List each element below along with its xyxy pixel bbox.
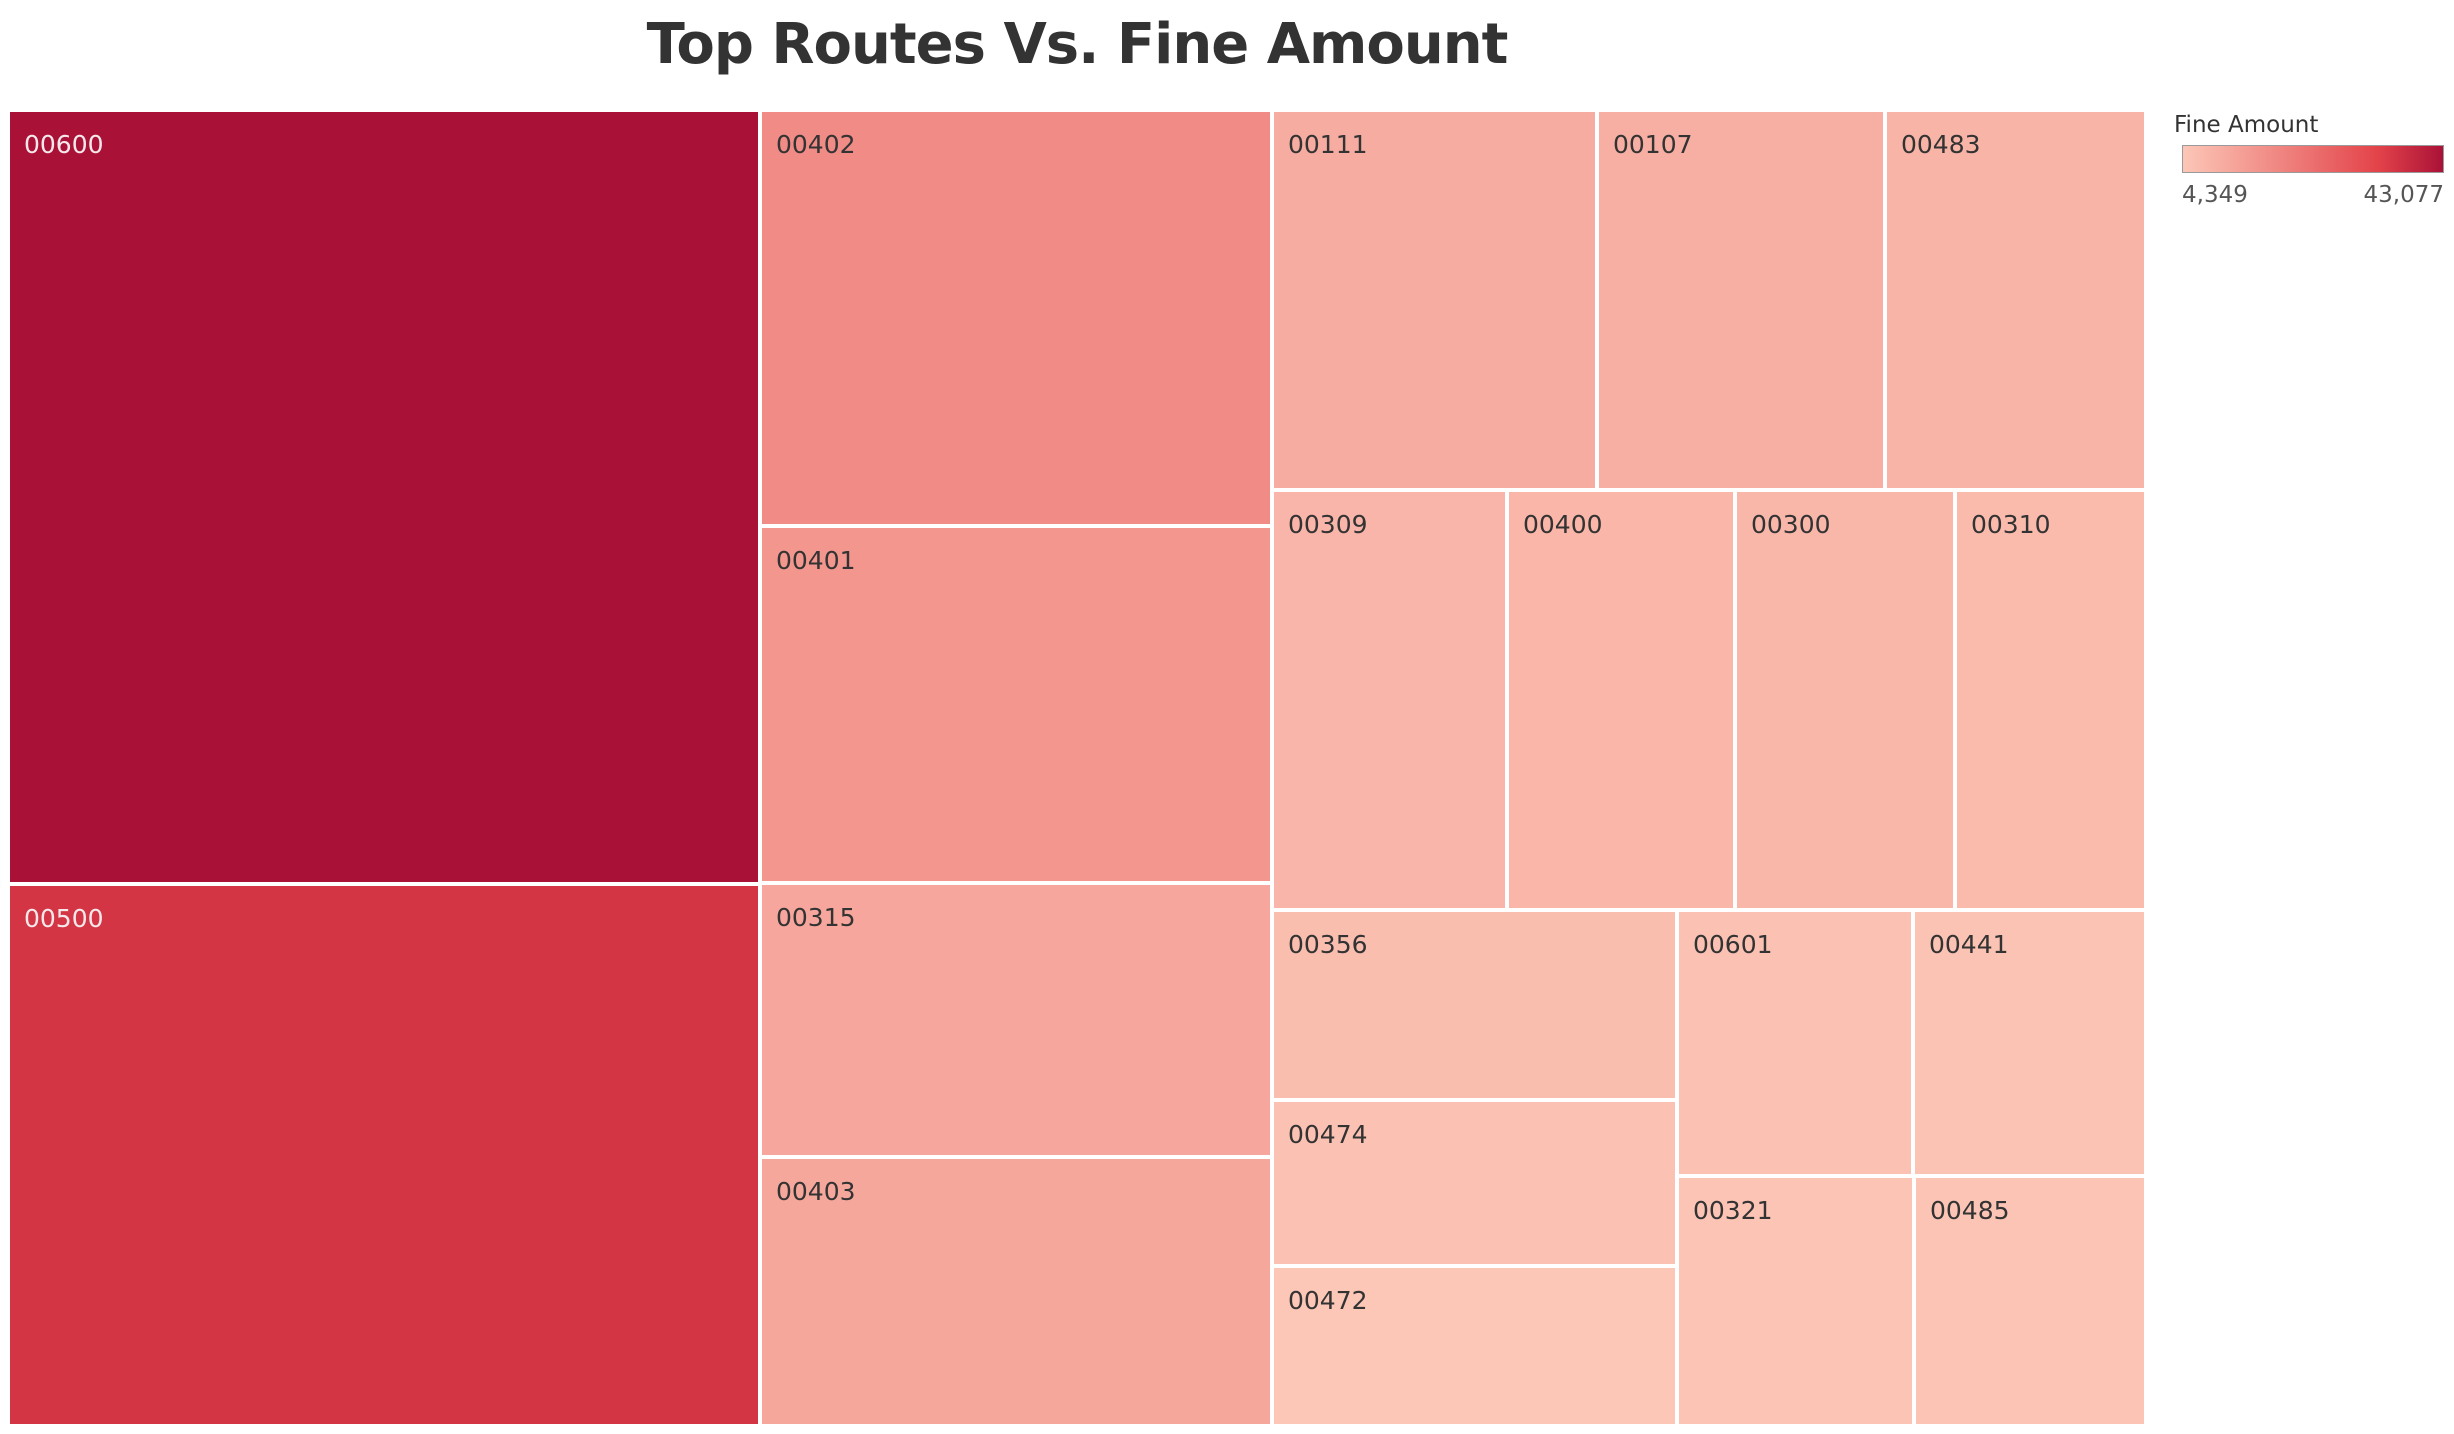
- treemap-cell-00402[interactable]: 00402: [760, 110, 1272, 526]
- treemap-cell-label: 00111: [1288, 130, 1368, 159]
- treemap-cell-00356[interactable]: 00356: [1272, 910, 1677, 1100]
- treemap-cell-00400[interactable]: 00400: [1507, 490, 1735, 910]
- treemap-cell-00483[interactable]: 00483: [1885, 110, 2146, 490]
- treemap-cell-00403[interactable]: 00403: [760, 1157, 1272, 1426]
- treemap-cell-label: 00601: [1693, 930, 1773, 959]
- treemap-cell-label: 00485: [1930, 1196, 2010, 1225]
- legend-max-label: 43,077: [2363, 182, 2444, 208]
- treemap-cell-00600[interactable]: 00600: [8, 110, 760, 884]
- chart-title: Top Routes Vs. Fine Amount: [646, 12, 1509, 77]
- treemap-cell-00107[interactable]: 00107: [1597, 110, 1885, 490]
- treemap-cell-label: 00441: [1929, 930, 2009, 959]
- treemap-cell-00111[interactable]: 00111: [1272, 110, 1597, 490]
- treemap-area: 00600 00500 00402 00401 00315 00403 00111 00107…: [8, 110, 2146, 1426]
- treemap-cell-label: 00321: [1693, 1196, 1773, 1225]
- treemap-cell-label: 00472: [1288, 1286, 1368, 1315]
- treemap-cell-00472[interactable]: 00472: [1272, 1266, 1677, 1426]
- treemap-cell-label: 00600: [24, 130, 104, 159]
- treemap-cell-00309[interactable]: 00309: [1272, 490, 1507, 910]
- treemap-cell-label: 00474: [1288, 1120, 1368, 1149]
- treemap-cell-00441[interactable]: 00441: [1913, 910, 2146, 1176]
- treemap-cell-label: 00107: [1613, 130, 1693, 159]
- treemap-cell-00310[interactable]: 00310: [1955, 490, 2146, 910]
- treemap-cell-00601[interactable]: 00601: [1677, 910, 1913, 1176]
- legend-title: Fine Amount: [2174, 112, 2319, 138]
- treemap-cell-00321[interactable]: 00321: [1677, 1176, 1914, 1426]
- treemap-cell-00500[interactable]: 00500: [8, 884, 760, 1426]
- treemap-cell-label: 00500: [24, 904, 104, 933]
- color-legend: Fine Amount 4,349 43,077: [2174, 112, 2444, 208]
- treemap-cell-00485[interactable]: 00485: [1914, 1176, 2146, 1426]
- legend-gradient-bar: [2182, 145, 2444, 173]
- treemap-cell-00300[interactable]: 00300: [1735, 490, 1955, 910]
- treemap-cell-label: 00315: [776, 903, 856, 932]
- treemap-cell-label: 00310: [1971, 510, 2051, 539]
- treemap-cell-label: 00309: [1288, 510, 1368, 539]
- treemap-cell-label: 00300: [1751, 510, 1831, 539]
- legend-min-label: 4,349: [2182, 182, 2248, 208]
- treemap-cell-label: 00483: [1901, 130, 1981, 159]
- treemap-cell-label: 00402: [776, 130, 856, 159]
- treemap-cell-00315[interactable]: 00315: [760, 883, 1272, 1157]
- treemap-cell-00474[interactable]: 00474: [1272, 1100, 1677, 1266]
- treemap-cell-label: 00401: [776, 546, 856, 575]
- treemap-cell-label: 00400: [1523, 510, 1603, 539]
- treemap-cell-label: 00403: [776, 1177, 856, 1206]
- treemap-cell-label: 00356: [1288, 930, 1368, 959]
- treemap-cell-00401[interactable]: 00401: [760, 526, 1272, 883]
